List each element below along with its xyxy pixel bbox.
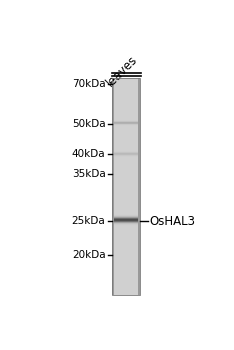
- Text: leaves: leaves: [104, 53, 140, 89]
- Text: 70kDa: 70kDa: [72, 79, 106, 89]
- Text: 35kDa: 35kDa: [72, 169, 106, 179]
- Text: OsHAL3: OsHAL3: [149, 215, 195, 228]
- Text: 20kDa: 20kDa: [72, 250, 106, 260]
- Text: 50kDa: 50kDa: [72, 119, 106, 129]
- Bar: [112, 78, 140, 295]
- Text: 25kDa: 25kDa: [72, 216, 106, 226]
- Text: 40kDa: 40kDa: [72, 149, 106, 159]
